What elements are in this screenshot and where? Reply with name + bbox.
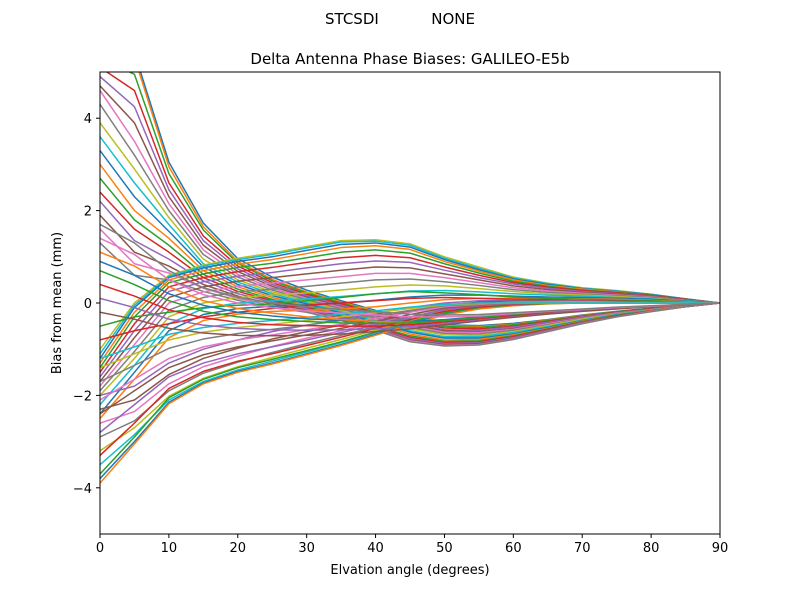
x-tick-label: 20	[230, 541, 247, 556]
x-axis-label: Elvation angle (degrees)	[330, 563, 489, 578]
y-tick-label: 0	[84, 297, 92, 312]
series-line-33	[100, 290, 720, 327]
y-tick-label: 2	[84, 205, 92, 220]
x-tick-label: 80	[643, 541, 660, 556]
series-line-24	[100, 254, 720, 373]
x-tick-label: 90	[712, 541, 729, 556]
x-tick-label: 30	[298, 541, 315, 556]
series-lines	[100, 72, 720, 484]
series-line-28	[100, 278, 720, 392]
x-tick-label: 70	[574, 541, 591, 556]
chart-title: Delta Antenna Phase Biases: GALILEO-E5b	[250, 50, 569, 68]
y-axis-label: Bias from mean (mm)	[50, 232, 65, 374]
x-tick-label: 50	[436, 541, 453, 556]
x-tick-label: 60	[505, 541, 522, 556]
y-axis-ticks: −4 −2 0 2 4	[73, 112, 100, 497]
series-line-32	[100, 297, 720, 419]
series-line-26	[100, 266, 720, 383]
series-line-31	[100, 294, 720, 415]
x-axis-ticks: 0 10 20 30 40 50 60 70 80 90	[96, 534, 728, 556]
y-tick-label: −4	[73, 482, 92, 497]
y-tick-label: −2	[73, 389, 92, 404]
series-line-58	[100, 223, 720, 316]
x-tick-label: 10	[161, 541, 178, 556]
series-line-56	[100, 302, 720, 337]
series-line-50	[100, 302, 720, 360]
x-tick-label: 0	[96, 541, 104, 556]
y-tick-label: 4	[84, 112, 92, 127]
x-tick-label: 40	[367, 541, 384, 556]
figure-suptitle: STCSDI NONE	[325, 10, 475, 28]
series-line-29	[100, 284, 720, 396]
